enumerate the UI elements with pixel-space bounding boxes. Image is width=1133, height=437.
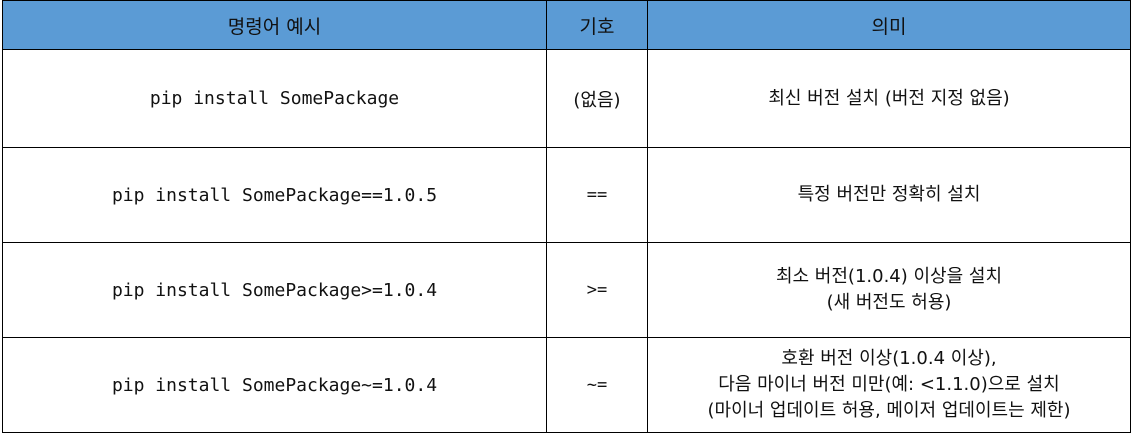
table-row: pip install SomePackage==1.0.5 == 특정 버전만… (2, 147, 1131, 243)
meaning-line: (새 버전도 허용) (826, 292, 952, 313)
meaning-cell: 최소 버전(1.0.4) 이상을 설치 (새 버전도 허용) (647, 242, 1131, 338)
table-row: pip install SomePackage~=1.0.4 ~= 호환 버전 … (2, 337, 1131, 433)
meaning-cell: 호환 버전 이상(1.0.4 이상), 다음 마이너 버전 미만(예: <1.1… (647, 337, 1131, 433)
header-meaning: 의미 (647, 0, 1131, 50)
command-cell: pip install SomePackage==1.0.5 (2, 147, 547, 243)
meaning-line: 최소 버전(1.0.4) 이상을 설치 (775, 266, 1003, 287)
table-header-row: 명령어 예시 기호 의미 (2, 0, 1131, 50)
symbol-cell: ~= (546, 337, 648, 433)
meaning-cell: 최신 버전 설치 (버전 지정 없음) (647, 49, 1131, 148)
meaning-line: 호환 버전 이상(1.0.4 이상), (781, 348, 997, 369)
meaning-line: 최신 버전 설치 (버전 지정 없음) (768, 87, 1010, 109)
symbol-cell: >= (546, 242, 648, 338)
header-command-example: 명령어 예시 (2, 0, 547, 50)
header-symbol: 기호 (546, 0, 648, 50)
symbol-cell: == (546, 147, 648, 243)
meaning-line: 특정 버전만 정확히 설치 (797, 184, 981, 205)
command-cell: pip install SomePackage~=1.0.4 (2, 337, 547, 433)
meaning-line: 다음 마이너 버전 미만(예: <1.1.0)으로 설치 (718, 374, 1060, 395)
table-row: pip install SomePackage>=1.0.4 >= 최소 버전(… (2, 242, 1131, 338)
command-cell: pip install SomePackage>=1.0.4 (2, 242, 547, 338)
table-row: pip install SomePackage (없음) 최신 버전 설치 (버… (2, 49, 1131, 148)
symbol-cell: (없음) (546, 49, 648, 148)
command-cell: pip install SomePackage (2, 49, 547, 148)
meaning-line: (마이너 업데이트 허용, 메이저 업데이트는 제한) (707, 400, 1071, 421)
meaning-cell: 특정 버전만 정확히 설치 (647, 147, 1131, 243)
